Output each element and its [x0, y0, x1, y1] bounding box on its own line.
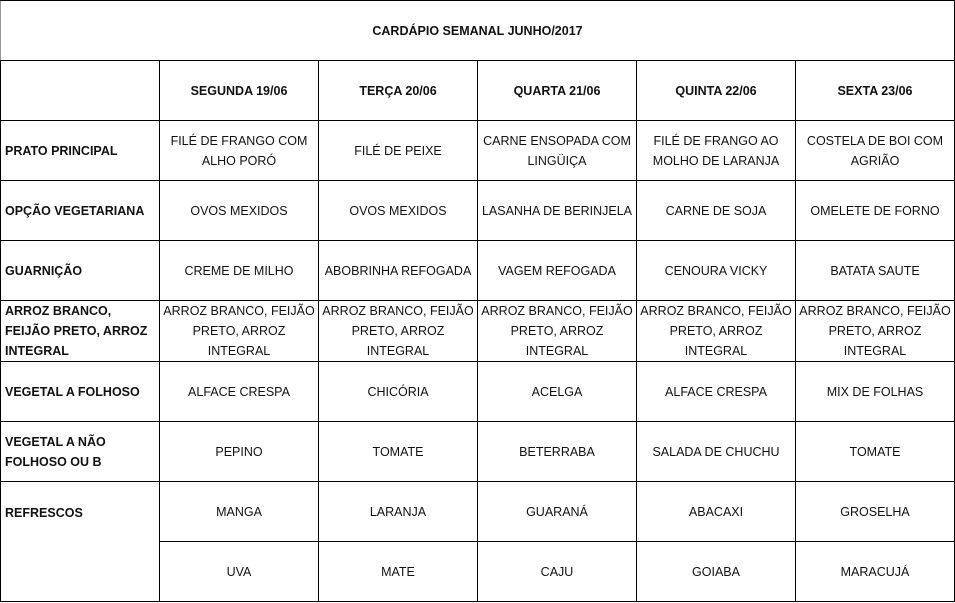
menu-cell: ARROZ BRANCO, FEIJÃO PRETO, ARROZ INTEGR…: [477, 300, 637, 362]
menu-cell: GOIABA: [636, 541, 796, 602]
menu-cell: TOMATE: [795, 421, 955, 482]
table-row: ARROZ BRANCO, FEIJÃO PRETO, ARROZ INTEGR…: [0, 300, 955, 362]
table-row: VEGETAL A NÃO FOLHOSO OU B PEPINO TOMATE BE…: [0, 421, 955, 482]
menu-cell: COSTELA DE BOI COM AGRIÃO: [795, 120, 955, 181]
menu-cell: ARROZ BRANCO, FEIJÃO PRETO, ARROZ INTEGR…: [636, 300, 796, 362]
corner-cell: [0, 60, 160, 121]
header-row: SEGUNDA 19/06 TERÇA 20/06 QUARTA 21/06 Q…: [0, 60, 955, 121]
menu-cell: TOMATE: [318, 421, 478, 482]
menu-cell: GUARANÁ: [477, 481, 637, 542]
menu-cell: VAGEM REFOGADA: [477, 240, 637, 301]
menu-cell: ALFACE CRESPA: [636, 361, 796, 422]
menu-cell: LARANJA: [318, 481, 478, 542]
menu-title: CARDÁPIO SEMANAL JUNHO/2017: [0, 0, 955, 61]
table-row: PRATO PRINCIPAL FILÉ DE FRANGO COM ALHO P…: [0, 120, 955, 181]
menu-cell: OVOS MEXIDOS: [318, 180, 478, 241]
menu-cell: CREME DE MILHO: [159, 240, 319, 301]
table-row: REFRESCOS MANGA LARANJA GUARANÁ ABACAXI GROSE…: [0, 481, 955, 602]
menu-cell: CARNE ENSOPADA COM LINGÜIÇA: [477, 120, 637, 181]
menu-cell: FILÉ DE FRANGO COM ALHO PORÓ: [159, 120, 319, 181]
table-row: UVA MATE CAJU GOIABA MARACUJÁ: [1, 541, 955, 602]
menu-cell: ABOBRINHA REFOGADA: [318, 240, 478, 301]
day-header: QUARTA 21/06: [477, 60, 637, 121]
menu-cell: GROSELHA: [795, 481, 955, 542]
row-label: REFRESCOS: [0, 481, 160, 602]
menu-cell: ABACAXI: [636, 481, 796, 542]
day-header: TERÇA 20/06: [318, 60, 478, 121]
menu-cell: CARNE DE SOJA: [636, 180, 796, 241]
menu-cell: MATE: [318, 541, 478, 602]
day-header: SEXTA 23/06: [795, 60, 955, 121]
menu-cell: CAJU: [477, 541, 637, 602]
row-label: VEGETAL A FOLHOSO: [0, 361, 160, 422]
menu-cell: LASANHA DE BERINJELA: [477, 180, 637, 241]
menu-cell: OVOS MEXIDOS: [159, 180, 319, 241]
menu-cell: MARACUJÁ: [795, 541, 955, 602]
menu-cell: CENOURA VICKY: [636, 240, 796, 301]
table-row: GUARNIÇÃO CREME DE MILHO ABOBRINHA REFOGAD…: [0, 240, 955, 301]
menu-cell: ARROZ BRANCO, FEIJÃO PRETO, ARROZ INTEGR…: [795, 300, 955, 362]
menu-cell: ARROZ BRANCO, FEIJÃO PRETO, ARROZ INTEGR…: [159, 300, 319, 362]
row-label: OPÇÃO VEGETARIANA: [0, 180, 160, 241]
menu-cell: OMELETE DE FORNO: [795, 180, 955, 241]
menu-cell: FILÉ DE FRANGO AO MOLHO DE LARANJA: [636, 120, 796, 181]
row-label: GUARNIÇÃO: [0, 240, 160, 301]
menu-cell: CHICÓRIA: [318, 361, 478, 422]
row-label: ARROZ BRANCO, FEIJÃO PRETO, ARROZ INTEGR…: [0, 300, 160, 362]
table-row: VEGETAL A FOLHOSO ALFACE CRESPA CHICÓRIA AC…: [0, 361, 955, 422]
day-header: QUINTA 22/06: [636, 60, 796, 121]
menu-cell: ALFACE CRESPA: [159, 361, 319, 422]
menu-cell: MIX DE FOLHAS: [795, 361, 955, 422]
menu-cell: PEPINO: [159, 421, 319, 482]
row-label: VEGETAL A NÃO FOLHOSO OU B: [0, 421, 160, 482]
menu-cell: UVA: [159, 541, 319, 602]
menu-cell: ACELGA: [477, 361, 637, 422]
menu-cell: FILÉ DE PEIXE: [318, 120, 478, 181]
menu-cell: BETERRABA: [477, 421, 637, 482]
menu-cell: SALADA DE CHUCHU: [636, 421, 796, 482]
menu-cell: MANGA: [159, 481, 319, 542]
menu-cell: ARROZ BRANCO, FEIJÃO PRETO, ARROZ INTEGR…: [318, 300, 478, 362]
day-header: SEGUNDA 19/06: [159, 60, 319, 121]
menu-cell: BATATA SAUTE: [795, 240, 955, 301]
table-row: OPÇÃO VEGETARIANA OVOS MEXIDOS OVOS MEXIDO…: [0, 180, 955, 241]
row-label: PRATO PRINCIPAL: [0, 120, 160, 181]
